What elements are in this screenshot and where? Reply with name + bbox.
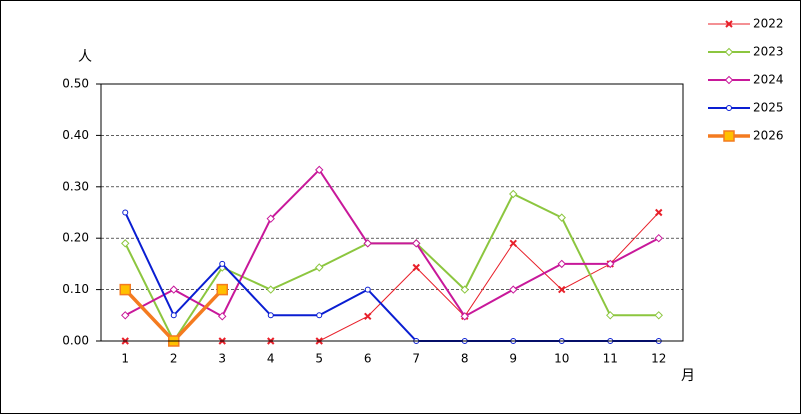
marker xyxy=(216,283,228,296)
marker xyxy=(266,214,275,223)
x-tick-label: 10 xyxy=(554,352,569,366)
x-tick-label: 7 xyxy=(412,352,420,366)
marker xyxy=(121,311,130,320)
marker xyxy=(316,312,323,319)
plot-area xyxy=(100,83,684,342)
legend-marker xyxy=(724,47,734,57)
marker xyxy=(315,263,324,272)
marker xyxy=(122,209,129,216)
x-tick-label: 8 xyxy=(461,352,469,366)
x-tick-label: 1 xyxy=(121,352,129,366)
y-axis-label: 人 xyxy=(78,49,92,65)
marker xyxy=(606,259,615,269)
y-tick-label: 0.20 xyxy=(62,231,89,245)
marker xyxy=(218,312,227,321)
x-tick-label: 3 xyxy=(218,352,226,366)
x-tick-label: 4 xyxy=(267,352,275,366)
legend-label: 2024 xyxy=(753,73,784,87)
marker xyxy=(412,263,420,272)
marker xyxy=(170,312,177,319)
marker xyxy=(267,312,274,319)
legend-label: 2025 xyxy=(753,101,784,115)
marker xyxy=(509,239,517,248)
marker xyxy=(557,213,566,222)
y-tick-label: 0.50 xyxy=(62,77,89,91)
legend-marker xyxy=(724,75,734,85)
legend-marker xyxy=(726,105,732,111)
marker xyxy=(606,311,615,320)
y-tick-label: 0.10 xyxy=(62,282,89,296)
marker xyxy=(460,285,469,294)
marker xyxy=(558,285,566,294)
legend-marker xyxy=(723,130,735,142)
legend-label: 2026 xyxy=(753,129,784,143)
marker xyxy=(509,189,518,199)
marker xyxy=(460,312,469,321)
marker xyxy=(119,283,131,296)
legend-marker xyxy=(725,20,733,28)
x-tick-label: 9 xyxy=(509,352,517,366)
y-tick-label: 0.30 xyxy=(62,179,89,193)
marker xyxy=(654,311,663,320)
marker xyxy=(509,285,518,294)
marker xyxy=(266,285,275,294)
series-line xyxy=(124,168,660,318)
legend-label: 2022 xyxy=(753,17,784,31)
marker xyxy=(655,208,663,217)
marker xyxy=(169,285,178,294)
y-tick-label: 0.40 xyxy=(62,128,89,142)
x-tick-label: 11 xyxy=(603,352,618,366)
marker xyxy=(654,233,663,243)
x-tick-label: 6 xyxy=(364,352,372,366)
marker xyxy=(364,312,372,321)
marker xyxy=(219,260,226,267)
marker xyxy=(363,239,372,248)
marker xyxy=(557,259,566,269)
x-tick-label: 2 xyxy=(170,352,178,366)
x-tick-label: 12 xyxy=(651,352,666,366)
y-tick-label: 0.00 xyxy=(62,334,89,348)
marker xyxy=(315,165,324,175)
x-tick-label: 5 xyxy=(315,352,323,366)
marker xyxy=(412,239,421,248)
x-axis-label: 月 xyxy=(681,368,695,384)
legend-label: 2023 xyxy=(753,45,784,59)
marker xyxy=(364,286,371,293)
marker xyxy=(121,239,130,248)
